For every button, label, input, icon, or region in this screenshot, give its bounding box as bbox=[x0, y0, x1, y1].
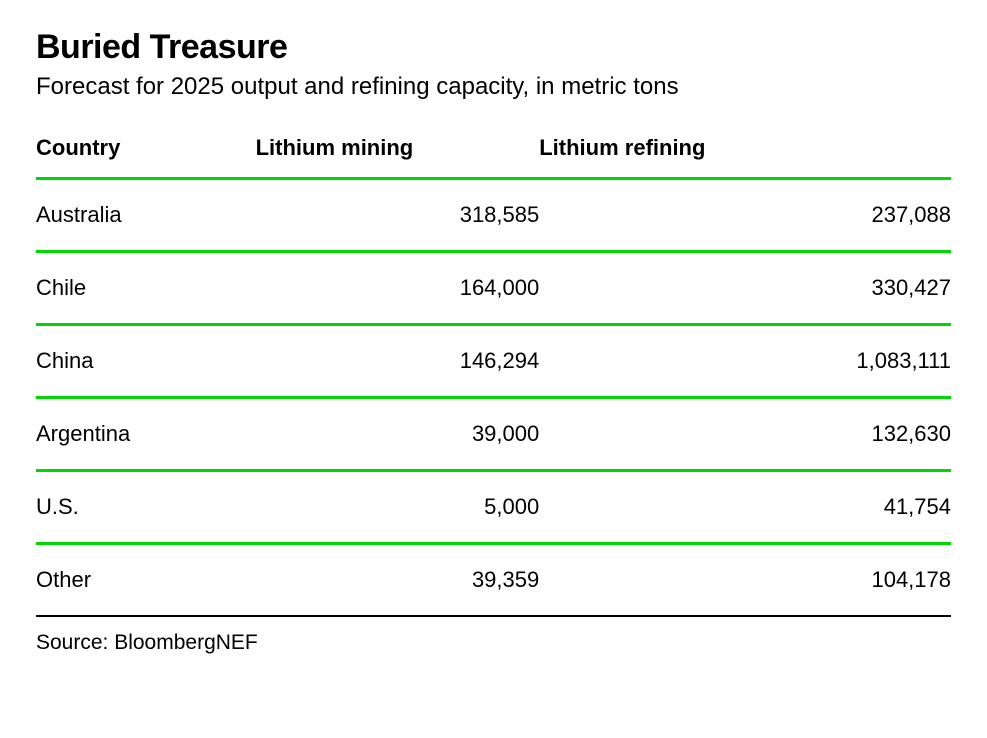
cell-refining: 132,630 bbox=[539, 398, 951, 471]
cell-mining: 164,000 bbox=[256, 252, 540, 325]
cell-mining: 318,585 bbox=[256, 179, 540, 252]
chart-title: Buried Treasure bbox=[36, 28, 951, 67]
column-header-mining: Lithium mining bbox=[256, 135, 540, 179]
cell-country: U.S. bbox=[36, 471, 256, 544]
table-row: China 146,294 1,083,111 bbox=[36, 325, 951, 398]
cell-country: Australia bbox=[36, 179, 256, 252]
table-header-row: Country Lithium mining Lithium refining bbox=[36, 135, 951, 179]
cell-mining: 39,000 bbox=[256, 398, 540, 471]
cell-refining: 330,427 bbox=[539, 252, 951, 325]
table-row: Chile 164,000 330,427 bbox=[36, 252, 951, 325]
cell-mining: 146,294 bbox=[256, 325, 540, 398]
source-text: Source: BloombergNEF bbox=[36, 631, 951, 655]
column-header-refining: Lithium refining bbox=[539, 135, 951, 179]
cell-country: China bbox=[36, 325, 256, 398]
cell-refining: 237,088 bbox=[539, 179, 951, 252]
table-row: Other 39,359 104,178 bbox=[36, 544, 951, 617]
cell-refining: 104,178 bbox=[539, 544, 951, 617]
chart-subtitle: Forecast for 2025 output and refining ca… bbox=[36, 73, 951, 101]
cell-country: Other bbox=[36, 544, 256, 617]
cell-refining: 41,754 bbox=[539, 471, 951, 544]
table-row: Argentina 39,000 132,630 bbox=[36, 398, 951, 471]
table-row: Australia 318,585 237,088 bbox=[36, 179, 951, 252]
data-table: Country Lithium mining Lithium refining … bbox=[36, 135, 951, 617]
cell-country: Argentina bbox=[36, 398, 256, 471]
table-row: U.S. 5,000 41,754 bbox=[36, 471, 951, 544]
cell-country: Chile bbox=[36, 252, 256, 325]
cell-mining: 5,000 bbox=[256, 471, 540, 544]
cell-refining: 1,083,111 bbox=[539, 325, 951, 398]
cell-mining: 39,359 bbox=[256, 544, 540, 617]
column-header-country: Country bbox=[36, 135, 256, 179]
chart-container: Buried Treasure Forecast for 2025 output… bbox=[0, 0, 987, 738]
